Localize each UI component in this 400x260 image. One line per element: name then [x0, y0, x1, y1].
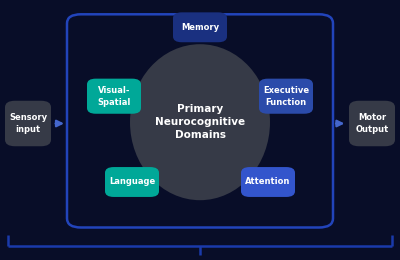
- FancyBboxPatch shape: [349, 101, 395, 146]
- Text: Attention: Attention: [245, 178, 291, 186]
- FancyBboxPatch shape: [5, 101, 51, 146]
- FancyBboxPatch shape: [87, 79, 141, 114]
- FancyBboxPatch shape: [105, 167, 159, 197]
- FancyBboxPatch shape: [173, 12, 227, 42]
- FancyBboxPatch shape: [241, 167, 295, 197]
- Text: Executive
Function: Executive Function: [263, 86, 309, 107]
- Text: Language: Language: [109, 178, 155, 186]
- Text: Visual-
Spatial: Visual- Spatial: [97, 86, 131, 107]
- Text: Motor
Output: Motor Output: [355, 113, 389, 134]
- FancyBboxPatch shape: [259, 79, 313, 114]
- Text: Sensory
input: Sensory input: [9, 113, 47, 134]
- Text: Memory: Memory: [181, 23, 219, 32]
- Ellipse shape: [130, 44, 270, 200]
- Text: Primary
Neurocognitive
Domains: Primary Neurocognitive Domains: [155, 104, 245, 140]
